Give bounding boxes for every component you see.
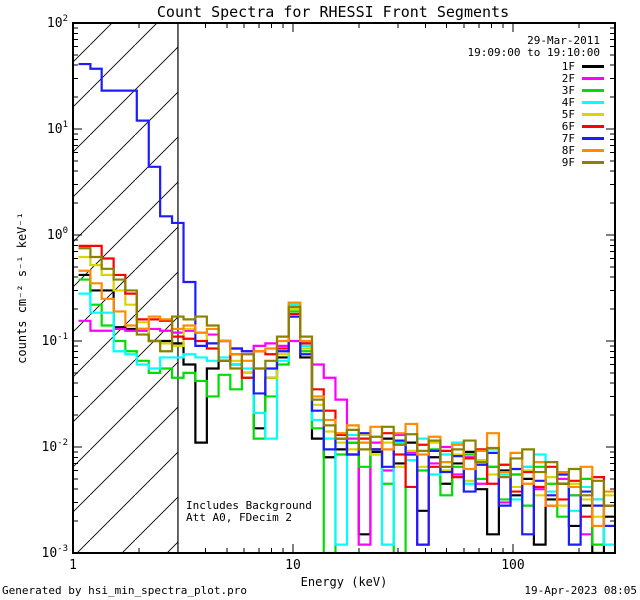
legend-item-6f: 6F	[561, 119, 604, 133]
chart-title: Count Spectra for RHESSI Front Segments	[156, 3, 510, 21]
legend-label-6f: 6F	[561, 119, 575, 133]
series-line-7f	[78, 62, 615, 546]
legend-swatch-5f	[582, 112, 604, 116]
legend-label-9f: 9F	[561, 155, 575, 169]
axes	[72, 22, 616, 554]
legend-label-7f: 7F	[561, 131, 575, 145]
legend-swatch-9f	[582, 160, 604, 164]
legend-item-7f: 7F	[561, 131, 604, 145]
legend: 1F 2F 3F 4F 5F 6F 7F 8F 9F	[561, 59, 604, 169]
legend-label-3f: 3F	[561, 83, 575, 97]
svg-text:10: 10	[285, 558, 301, 573]
legend-label-8f: 8F	[561, 143, 575, 157]
svg-text:101: 101	[47, 120, 68, 137]
legend-label-5f: 5F	[561, 107, 575, 121]
legend-item-2f: 2F	[561, 71, 604, 85]
legend-item-3f: 3F	[561, 83, 604, 97]
spectra-series	[78, 62, 615, 553]
annotation-includes-background: Includes Background	[186, 499, 312, 512]
y-axis-label: counts cm⁻² s⁻¹ keV⁻¹	[15, 212, 29, 364]
y-tick-labels: 102 101 100 10-1 10-2 10-3	[42, 14, 69, 561]
legend-item-8f: 8F	[561, 143, 604, 157]
legend-swatch-6f	[582, 124, 604, 128]
svg-text:100: 100	[501, 558, 524, 573]
observation-time-range: 19:09:00 to 19:10:00	[467, 46, 600, 59]
svg-text:10-1: 10-1	[42, 332, 69, 349]
legend-swatch-7f	[582, 136, 604, 140]
svg-text:100: 100	[47, 226, 68, 243]
render-timestamp: 19-Apr-2023 08:05	[524, 584, 637, 597]
x-tick-labels: 1 10 100	[69, 558, 525, 573]
legend-label-4f: 4F	[561, 95, 575, 109]
generated-by-text: Generated by hsi_min_spectra_plot.pro	[2, 584, 248, 597]
legend-swatch-3f	[582, 88, 604, 92]
legend-swatch-8f	[582, 148, 604, 152]
legend-label-2f: 2F	[561, 71, 575, 85]
legend-swatch-2f	[582, 76, 604, 80]
svg-text:10-2: 10-2	[42, 438, 69, 455]
legend-item-4f: 4F	[561, 95, 604, 109]
legend-swatch-1f	[582, 64, 604, 68]
series-line-9f	[78, 247, 615, 507]
svg-text:10-3: 10-3	[42, 544, 69, 561]
legend-item-9f: 9F	[561, 155, 604, 169]
legend-item-5f: 5F	[561, 107, 604, 121]
observation-date: 29-Mar-2011	[527, 34, 600, 47]
series-line-4f	[78, 292, 615, 546]
annotation-attenuator-state: Att A0, FDecim 2	[186, 511, 292, 524]
plot-annotations: Includes Background Att A0, FDecim 2	[186, 500, 312, 524]
legend-swatch-4f	[582, 100, 604, 104]
legend-item-1f: 1F	[561, 59, 604, 73]
legend-label-1f: 1F	[561, 59, 575, 73]
svg-text:1: 1	[69, 558, 77, 573]
x-axis-label: Energy (keV)	[300, 575, 388, 589]
svg-text:102: 102	[47, 14, 68, 31]
